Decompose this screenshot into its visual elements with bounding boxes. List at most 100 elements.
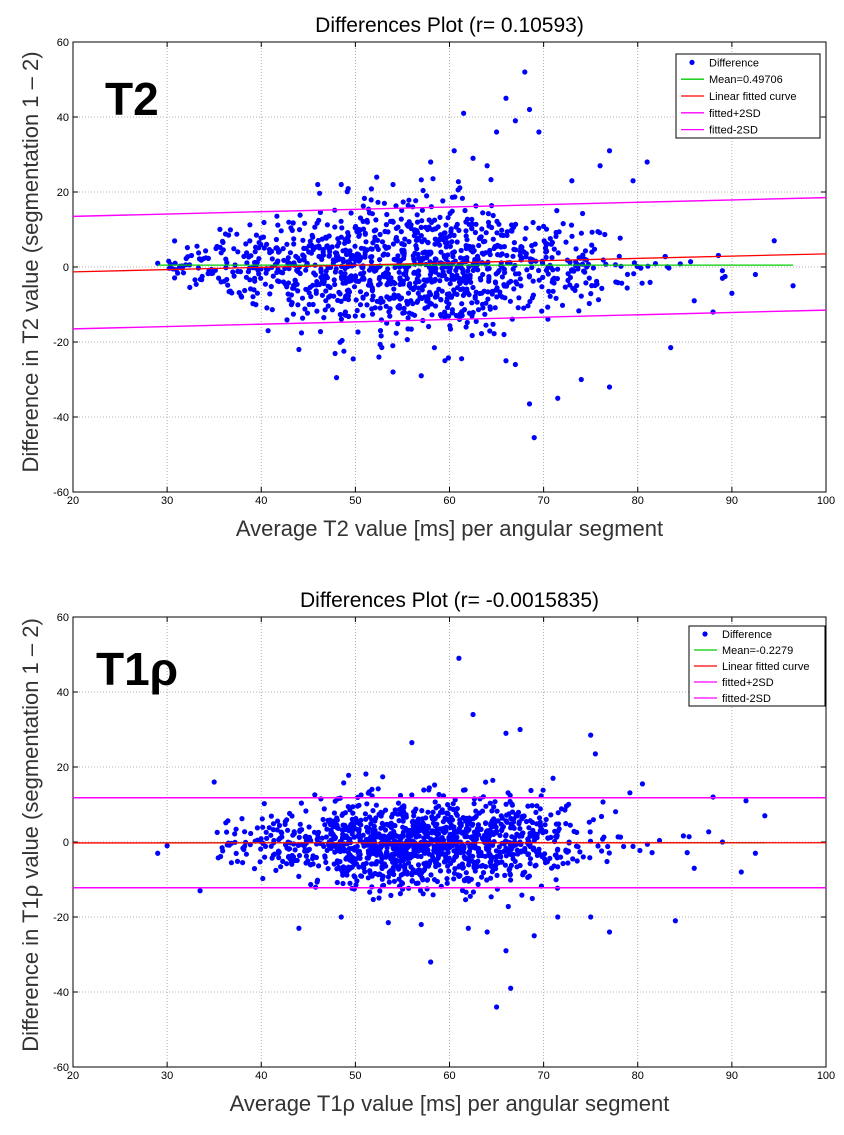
scatter-point — [382, 229, 387, 234]
scatter-point — [464, 233, 469, 238]
scatter-point — [373, 217, 378, 222]
scatter-point — [275, 223, 280, 228]
scatter-point — [242, 288, 247, 293]
scatter-point — [392, 860, 397, 865]
scatter-point — [398, 277, 403, 282]
scatter-point — [264, 267, 269, 272]
scatter-point — [275, 278, 280, 283]
scatter-point — [216, 855, 221, 860]
scatter-point — [347, 837, 352, 842]
scatter-point — [512, 240, 517, 245]
scatter-point — [298, 213, 303, 218]
scatter-point — [470, 333, 475, 338]
scatter-point — [518, 246, 523, 251]
scatter-point — [569, 178, 574, 183]
scatter-point — [536, 129, 541, 134]
scatter-point — [477, 291, 482, 296]
scatter-point — [467, 853, 472, 858]
scatter-point — [321, 253, 326, 258]
scatter-point — [588, 914, 593, 919]
scatter-point — [418, 888, 423, 893]
scatter-point — [279, 228, 284, 233]
scatter-point — [514, 281, 519, 286]
scatter-point — [185, 245, 190, 250]
x-tick-label: 100 — [817, 1070, 835, 1082]
scatter-point — [753, 851, 758, 856]
scatter-point — [302, 254, 307, 259]
scatter-point — [295, 302, 300, 307]
scatter-point — [386, 309, 391, 314]
scatter-point — [196, 265, 201, 270]
scatter-point — [587, 276, 592, 281]
scatter-point — [631, 271, 636, 276]
scatter-point — [197, 888, 202, 893]
scatter-point — [395, 225, 400, 230]
scatter-point — [589, 283, 594, 288]
scatter-point — [563, 240, 568, 245]
scatter-point — [317, 191, 322, 196]
scatter-point — [402, 863, 407, 868]
scatter-point — [194, 282, 199, 287]
chart-title: Differences Plot (r= -0.0015835) — [300, 589, 599, 612]
scatter-point — [366, 875, 371, 880]
scatter-point — [352, 244, 357, 249]
scatter-point — [366, 826, 371, 831]
scatter-point — [618, 264, 623, 269]
scatter-point — [528, 861, 533, 866]
scatter-point — [390, 369, 395, 374]
scatter-point — [473, 868, 478, 873]
scatter-point — [340, 881, 345, 886]
scatter-point — [532, 933, 537, 938]
scatter-point — [289, 292, 294, 297]
scatter-point — [545, 305, 550, 310]
scatter-point — [361, 866, 366, 871]
scatter-point — [253, 249, 258, 254]
scatter-point — [369, 884, 374, 889]
scatter-point — [321, 315, 326, 320]
scatter-point — [427, 290, 432, 295]
scatter-point — [459, 301, 464, 306]
y-tick-label: 40 — [57, 112, 69, 124]
scatter-point — [406, 203, 411, 208]
scatter-point — [544, 241, 549, 246]
scatter-point — [353, 882, 358, 887]
scatter-point — [563, 849, 568, 854]
scatter-point — [371, 836, 376, 841]
scatter-point — [486, 846, 491, 851]
scatter-point — [406, 315, 411, 320]
scatter-point — [729, 291, 734, 296]
scatter-point — [347, 881, 352, 886]
scatter-point — [562, 807, 567, 812]
scatter-point — [405, 841, 410, 846]
scatter-point — [366, 851, 371, 856]
scatter-point — [593, 751, 598, 756]
x-tick-label: 90 — [726, 1070, 738, 1082]
scatter-point — [330, 244, 335, 249]
scatter-point — [483, 804, 488, 809]
scatter-point — [373, 815, 378, 820]
scatter-point — [312, 225, 317, 230]
scatter-point — [422, 283, 427, 288]
scatter-point — [462, 877, 467, 882]
scatter-point — [630, 844, 635, 849]
scatter-point — [503, 863, 508, 868]
scatter-point — [485, 266, 490, 271]
scatter-point — [554, 230, 559, 235]
scatter-point — [413, 198, 418, 203]
scatter-point — [312, 792, 317, 797]
x-tick-label: 50 — [349, 495, 361, 507]
scatter-point — [471, 889, 476, 894]
scatter-point — [338, 291, 343, 296]
scatter-point — [322, 806, 327, 811]
scatter-point — [479, 875, 484, 880]
scatter-point — [332, 277, 337, 282]
scatter-point — [494, 848, 499, 853]
scatter-point — [753, 272, 758, 277]
scatter-point — [254, 233, 259, 238]
scatter-point — [387, 870, 392, 875]
x-axis-label: Average T1ρ value [ms] per angular segme… — [230, 1091, 670, 1116]
scatter-point — [315, 832, 320, 837]
y-tick-label: -60 — [53, 487, 69, 499]
scatter-point — [315, 182, 320, 187]
scatter-point — [555, 276, 560, 281]
